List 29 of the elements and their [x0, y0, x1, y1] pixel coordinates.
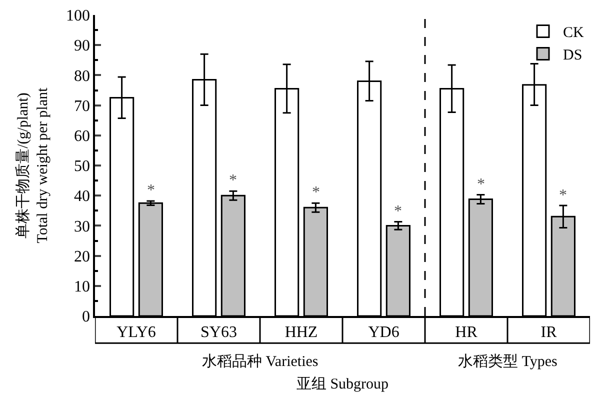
- y-tick-label: 90: [74, 38, 90, 55]
- x-axis-title: 亚组 Subgroup: [296, 375, 389, 392]
- y-tick-label: 50: [74, 158, 90, 176]
- x-tick-label: YD6: [368, 324, 400, 341]
- annotation: *: [312, 184, 320, 201]
- x-tick-label: SY63: [200, 324, 237, 341]
- y-tick-label: 10: [74, 278, 90, 296]
- y-tick-label: 70: [74, 98, 90, 115]
- annotation: *: [229, 172, 237, 189]
- annotation: *: [559, 187, 567, 204]
- y-tick-label: 80: [74, 68, 90, 85]
- x-tick-label: HR: [455, 324, 478, 341]
- x-tick-label: IR: [540, 324, 558, 341]
- legend-label: CK: [563, 25, 584, 42]
- y-tick-label: 0: [82, 308, 90, 326]
- y-axis-title: 单株干物质量/(g/plant) Total dry weight per plant: [14, 86, 51, 244]
- legend-label: DS: [563, 48, 582, 64]
- y-tick-label: 40: [74, 188, 90, 206]
- y-tick-label: 20: [74, 248, 90, 266]
- text: 水稻类型 Types: [458, 353, 558, 370]
- y-tick-label: 60: [74, 128, 90, 145]
- text: 水稻品种 Varieties: [202, 353, 318, 370]
- annotation: *: [477, 176, 485, 193]
- annotation: *: [147, 182, 155, 199]
- y-tick-label: 30: [74, 218, 90, 236]
- annotation: *: [394, 203, 402, 220]
- x-tick-label: HHZ: [284, 324, 318, 341]
- x-tick-label: YLY6: [116, 324, 156, 341]
- y-tick-label: 100: [66, 8, 90, 25]
